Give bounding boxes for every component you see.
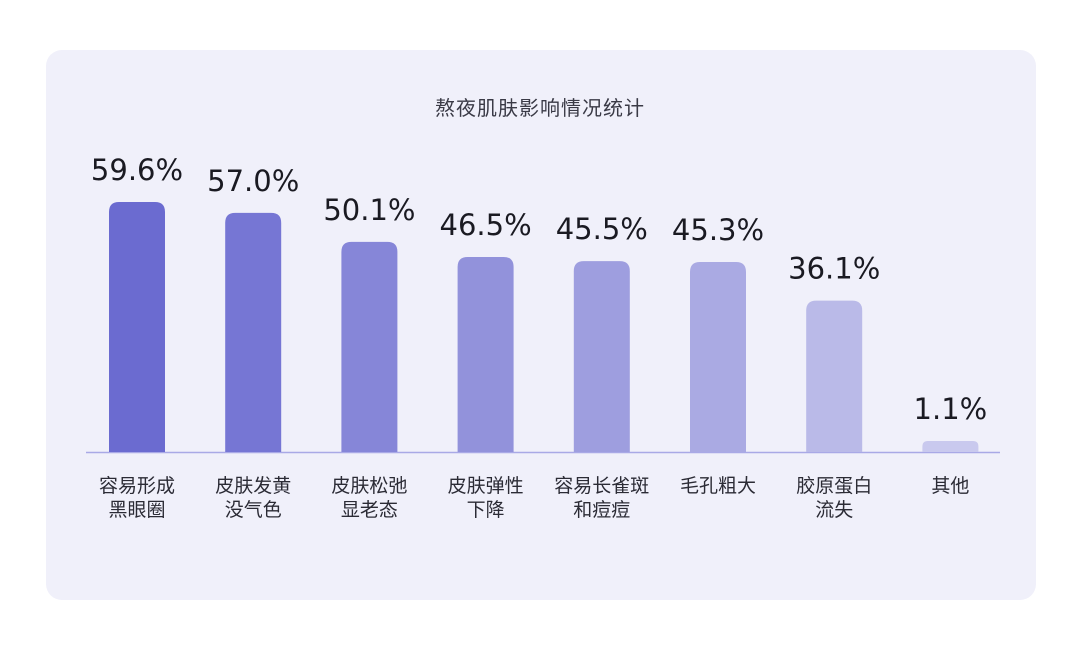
value-label: 1.1% — [914, 392, 988, 426]
category-label: 毛孔粗大 — [680, 475, 756, 497]
category-label: 容易形成 — [99, 475, 175, 497]
category-label: 皮肤发黄 — [215, 475, 291, 497]
category-label: 流失 — [815, 499, 853, 521]
value-label: 57.0% — [207, 164, 299, 198]
bar — [922, 441, 979, 452]
chart-title: 熬夜肌肤影响情况统计 — [435, 96, 645, 120]
value-label: 45.3% — [672, 213, 764, 247]
bar — [573, 261, 630, 452]
bar — [457, 256, 514, 452]
value-label: 59.6% — [91, 153, 183, 187]
value-label: 36.1% — [788, 252, 880, 286]
value-label: 50.1% — [323, 193, 415, 227]
category-label: 显老态 — [341, 499, 398, 521]
category-label: 下降 — [467, 499, 505, 521]
value-label: 45.5% — [556, 212, 648, 246]
category-label: 黑眼圈 — [108, 499, 165, 521]
category-label: 和痘痘 — [573, 499, 630, 521]
bar — [109, 202, 165, 452]
category-label: 没气色 — [225, 499, 282, 521]
category-label: 其他 — [931, 475, 969, 497]
bar — [341, 241, 398, 452]
chart-card — [46, 50, 1036, 600]
category-label: 皮肤弹性 — [448, 475, 524, 497]
bar — [806, 300, 863, 452]
category-label: 容易长雀斑 — [554, 475, 649, 497]
category-label: 皮肤松弛 — [331, 475, 407, 497]
category-label: 胶原蛋白 — [796, 475, 872, 497]
bar — [225, 212, 282, 452]
bar — [690, 261, 746, 452]
value-label: 46.5% — [440, 208, 532, 242]
